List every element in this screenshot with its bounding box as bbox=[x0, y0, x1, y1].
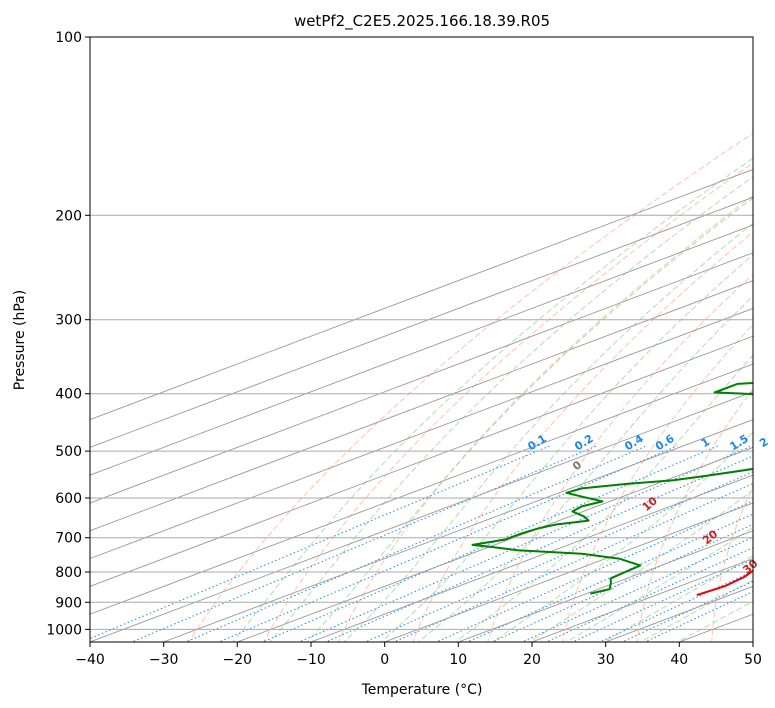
x-axis-label: Temperature (°C) bbox=[361, 682, 483, 698]
wetbulb-label: 40 bbox=[771, 583, 775, 603]
chart-title: wetPf2_C2E5.2025.166.18.39.R05 bbox=[294, 12, 550, 31]
y-tick-label: 600 bbox=[55, 491, 82, 507]
x-tick-label: 10 bbox=[449, 652, 467, 668]
isotherm bbox=[90, 307, 753, 560]
y-tick-label: 200 bbox=[55, 208, 82, 224]
mixing-ratio-line bbox=[297, 445, 752, 642]
x-tick-label: 0 bbox=[380, 652, 389, 668]
dry-adiabat bbox=[487, 273, 753, 642]
isotherm bbox=[90, 168, 753, 421]
isotherm bbox=[235, 446, 753, 642]
x-tick-label: −10 bbox=[296, 652, 326, 668]
mixing-ratio-line bbox=[598, 570, 753, 642]
y-tick-label: 800 bbox=[55, 565, 82, 581]
x-tick-label: −40 bbox=[75, 652, 105, 668]
moist-adiabat bbox=[454, 354, 753, 642]
mixing-ratio-line bbox=[324, 455, 753, 642]
x-tick-label: 50 bbox=[744, 652, 762, 668]
x-tick-label: 20 bbox=[523, 652, 541, 668]
sounding-lines bbox=[471, 382, 753, 597]
isotherm bbox=[90, 196, 753, 448]
dry-adiabat bbox=[711, 484, 753, 642]
isotherm bbox=[162, 419, 753, 642]
isotherm bbox=[456, 530, 753, 642]
y-tick-label: 300 bbox=[55, 313, 82, 329]
x-tick-label: −30 bbox=[149, 652, 179, 668]
mixing-ratio-line bbox=[621, 580, 753, 642]
x-axis: −40 −30 −20 −10 0 10 20 30 40 50 bbox=[75, 642, 762, 668]
plot-frame bbox=[89, 36, 754, 643]
dewpoint-line bbox=[471, 382, 753, 595]
grid-lines bbox=[90, 37, 753, 642]
isotherm bbox=[383, 502, 753, 642]
mixing-ratio-line bbox=[466, 513, 753, 642]
isotherm bbox=[309, 474, 753, 642]
moist-adiabat bbox=[232, 157, 753, 642]
x-tick-label: −20 bbox=[223, 652, 253, 668]
y-axis: 100 200 300 400 500 600 700 800 900 1000 bbox=[46, 30, 90, 638]
moist-adiabat bbox=[380, 254, 753, 642]
mixing-ratio-line bbox=[644, 590, 753, 642]
y-tick-label: 900 bbox=[55, 595, 82, 611]
dry-adiabat bbox=[636, 387, 753, 642]
isotherm bbox=[90, 391, 753, 642]
y-tick-label: 1000 bbox=[46, 622, 82, 638]
mixing-ratio-line bbox=[261, 445, 718, 642]
x-tick-label: 40 bbox=[670, 652, 688, 668]
y-tick-label: 400 bbox=[55, 387, 82, 403]
mixing-ratio-line bbox=[571, 558, 753, 642]
y-axis-label: Pressure (hPa) bbox=[12, 290, 28, 390]
isotherm bbox=[90, 224, 753, 476]
x-tick-label: 30 bbox=[597, 652, 615, 668]
isotherm bbox=[90, 252, 753, 504]
mixing-ratio-line bbox=[364, 471, 753, 642]
y-tick-label: 500 bbox=[55, 444, 82, 460]
dry-adiabat bbox=[188, 132, 753, 642]
isotherm bbox=[90, 335, 753, 587]
mixing-ratio-line bbox=[90, 445, 551, 640]
mixing-ratio-line bbox=[184, 445, 647, 642]
y-tick-label: 100 bbox=[55, 30, 82, 46]
isotherm bbox=[90, 363, 753, 615]
plot-background bbox=[90, 37, 753, 642]
isotherm bbox=[90, 280, 753, 532]
y-tick-label: 700 bbox=[55, 531, 82, 547]
